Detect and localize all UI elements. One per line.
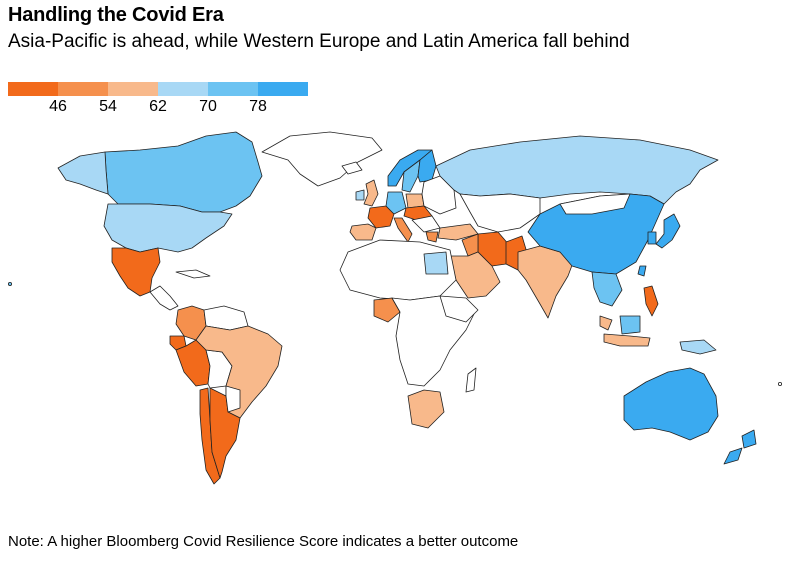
region-hawaii [7, 281, 12, 286]
region-spain [349, 223, 377, 241]
region-new-zealand [723, 429, 757, 465]
region-south-africa [407, 389, 445, 429]
region-alaska [57, 151, 109, 195]
region-mongolia [559, 193, 631, 215]
region-taiwan [637, 265, 647, 277]
region-madagascar [465, 367, 477, 393]
color-legend: 46 54 62 70 78 [8, 82, 308, 122]
region-united-states [103, 203, 233, 253]
region-central-asia [459, 193, 541, 233]
region-indochina [591, 271, 623, 307]
region-greece [425, 231, 439, 243]
region-sweden [401, 159, 421, 193]
region-central-america [149, 285, 179, 311]
legend-swatch-1 [8, 82, 58, 96]
region-fiji [778, 381, 783, 386]
region-ethiopia [439, 295, 479, 323]
region-south-korea [647, 231, 657, 245]
region-japan [655, 213, 681, 249]
region-chile [199, 387, 221, 485]
world-choropleth-map [7, 131, 783, 485]
region-ireland [355, 189, 365, 201]
region-canada [104, 131, 263, 213]
chart-title: Handling the Covid Era [8, 4, 224, 26]
region-russia [435, 135, 719, 205]
region-turkey [437, 223, 479, 241]
legend-swatch-2 [58, 82, 108, 96]
region-borneo [619, 315, 641, 335]
region-nigeria [373, 297, 401, 323]
region-paraguay [225, 385, 241, 413]
legend-tick-70: 70 [199, 98, 217, 115]
region-italy [393, 217, 413, 243]
region-germany [385, 191, 407, 215]
chart-note: Note: A higher Bloomberg Covid Resilienc… [8, 533, 519, 550]
region-malaysia [599, 315, 613, 331]
region-indonesia [603, 333, 651, 347]
region-australia [623, 367, 719, 441]
legend-tick-78: 78 [249, 98, 267, 115]
legend-color-bar [8, 82, 308, 96]
region-united-kingdom [363, 179, 379, 207]
legend-tick-62: 62 [149, 98, 167, 115]
region-greenland [261, 131, 383, 187]
region-mexico [111, 247, 161, 297]
region-philippines [643, 285, 659, 317]
chart-subtitle: Asia-Pacific is ahead, while Western Eur… [8, 31, 630, 52]
legend-tick-54: 54 [99, 98, 117, 115]
legend-swatch-4 [158, 82, 208, 96]
region-egypt [423, 251, 449, 275]
region-iceland [341, 161, 363, 175]
legend-tick-46: 46 [49, 98, 67, 115]
legend-swatch-5 [208, 82, 258, 96]
region-new-guinea [679, 339, 717, 355]
legend-swatch-3 [108, 82, 158, 96]
region-saudi-arabia [449, 251, 501, 299]
legend-swatch-6 [258, 82, 308, 96]
region-cuba [175, 269, 211, 279]
